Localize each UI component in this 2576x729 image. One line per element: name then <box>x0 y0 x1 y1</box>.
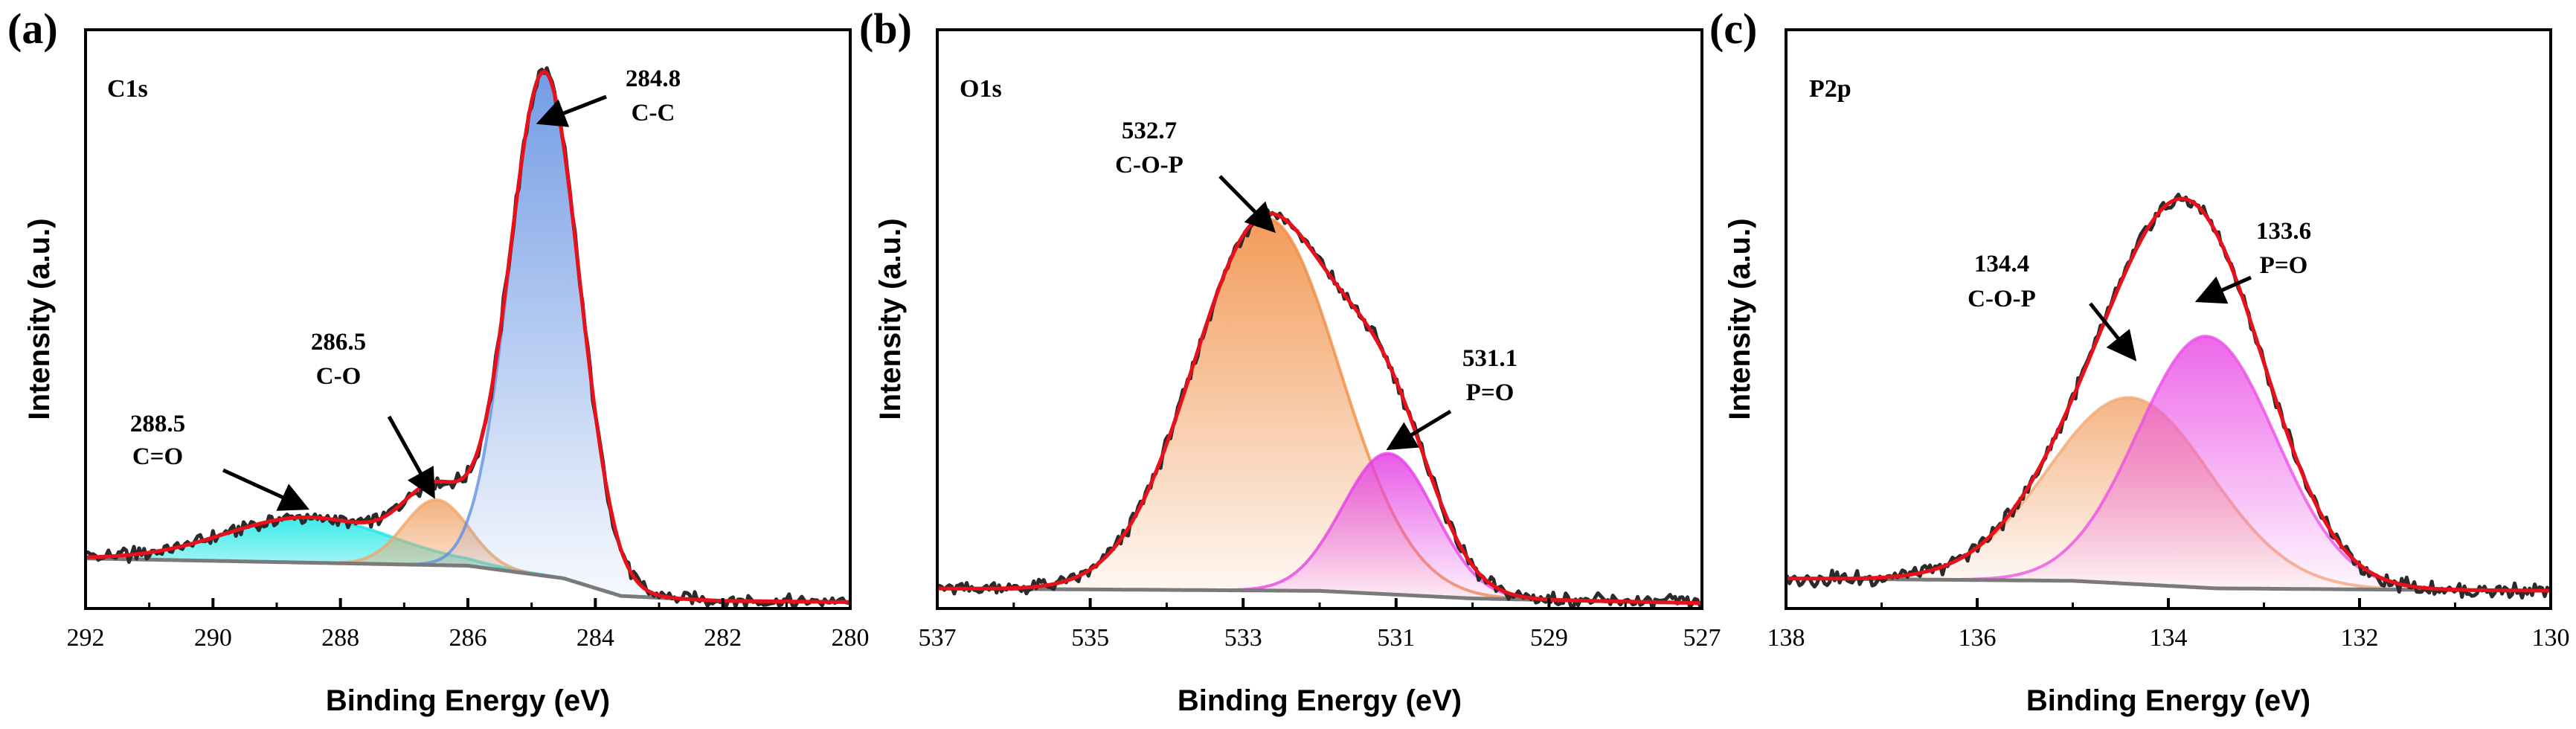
peak-assignment-label: P=O <box>2260 252 2308 279</box>
panel-label: (b) <box>859 4 912 53</box>
x-tick-label: 284 <box>576 624 614 652</box>
peak-position-label: 532.7 <box>1122 118 1177 144</box>
panel-label: (c) <box>1709 4 1757 53</box>
annotation-arrow <box>1218 175 1276 234</box>
annotation-arrow <box>2194 275 2252 304</box>
peak-position-label: 288.5 <box>130 411 185 437</box>
x-tick-label: 286 <box>449 624 487 652</box>
core-level-title: P2p <box>1809 75 1851 103</box>
peak-position-label: 134.4 <box>1974 251 2029 277</box>
core-level-title: O1s <box>960 75 1002 103</box>
plot-area <box>1786 193 2551 600</box>
x-axis-label: Binding Energy (eV) <box>2026 684 2310 717</box>
x-tick-label: 288 <box>321 624 359 652</box>
raw-spectrum <box>1786 193 2551 600</box>
x-tick-label: 529 <box>1530 624 1568 652</box>
peak-position-label: 284.8 <box>626 65 681 92</box>
annotation-arrow <box>536 94 607 127</box>
chart-panel-1: 292 290 288 286 284 282 280 (a) C1s Binding Energ… <box>7 4 870 717</box>
y-axis-label: Intensity (a.u.) <box>23 218 56 420</box>
x-tick-label: 132 <box>2341 624 2379 652</box>
x-tick-label: 280 <box>832 624 870 652</box>
x-tick-label: 134 <box>2150 624 2188 652</box>
x-tick-label: 531 <box>1377 624 1415 652</box>
plot-area <box>86 66 850 608</box>
x-tick-label: 130 <box>2532 624 2570 652</box>
plot-area <box>937 208 1702 608</box>
envelope-fit <box>86 69 850 604</box>
peak-assignment-label: C-O-P <box>1968 286 2036 312</box>
peak-position-label: 133.6 <box>2256 218 2311 245</box>
peak-assignment-label: P=O <box>1466 379 1515 406</box>
peak-assignment-label: C-O-P <box>1115 152 1183 179</box>
peak-fill-P=O <box>1786 336 2551 591</box>
peak-assignment-label: C-O <box>316 363 362 390</box>
x-tick-label: 136 <box>1959 624 1997 652</box>
x-axis-label: Binding Energy (eV) <box>1178 684 1462 717</box>
peak-position-label: 531.1 <box>1462 345 1517 372</box>
annotation-arrow <box>1386 409 1452 451</box>
core-level-title: C1s <box>107 75 148 103</box>
peak-fill-P=O <box>937 453 1702 603</box>
x-tick-label: 138 <box>1767 624 1805 652</box>
chart-panel-2: 537 535 533 531 529 527 (b) O1s Binding Energy (… <box>859 4 1721 717</box>
x-axis-label: Binding Energy (eV) <box>326 684 610 717</box>
peak-fill-C-C <box>86 72 850 603</box>
x-tick-label: 282 <box>704 624 742 652</box>
y-axis-label: Intensity (a.u.) <box>874 218 907 420</box>
y-axis-label: Intensity (a.u.) <box>1724 218 1756 420</box>
x-tick-label: 290 <box>194 624 232 652</box>
peak-assignment-label: C-C <box>632 100 675 126</box>
x-tick-label: 537 <box>919 624 957 652</box>
peak-fill-C-O-P <box>937 218 1702 603</box>
annotation-arrow <box>222 468 310 511</box>
x-tick-label: 533 <box>1224 624 1262 652</box>
envelope-fit <box>937 211 1702 606</box>
annotation-arrow <box>387 415 435 499</box>
annotation-arrow <box>2089 302 2137 362</box>
x-tick-label: 527 <box>1683 624 1721 652</box>
x-tick-label: 535 <box>1071 624 1109 652</box>
envelope-fit <box>1786 196 2551 593</box>
chart-panel-3: 138 136 134 132 130 (c) P2p Binding Energy (eV)… <box>1709 4 2570 717</box>
peak-assignment-label: C=O <box>132 443 183 470</box>
x-tick-label: 292 <box>67 624 105 652</box>
panel-label: (a) <box>7 4 58 53</box>
peak-position-label: 286.5 <box>311 329 366 356</box>
